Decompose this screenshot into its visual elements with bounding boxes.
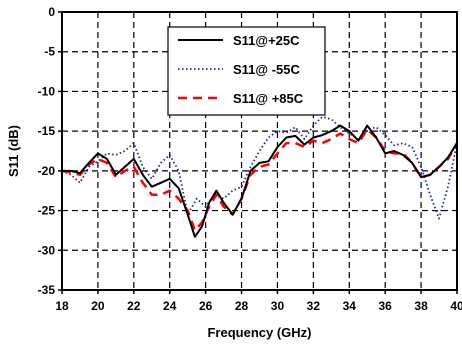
x-tick-label: 18 (55, 299, 69, 313)
series-line-2 (61, 115, 458, 220)
x-tick-label: 30 (271, 299, 285, 313)
y-tick-label: -5 (44, 45, 55, 59)
y-tick-label: -10 (38, 84, 56, 98)
grid (62, 12, 457, 290)
x-tick-label: 34 (343, 299, 357, 313)
y-tick-label: -35 (38, 283, 56, 297)
series-group (61, 115, 459, 238)
x-axis-label: Frequency (GHz) (207, 325, 311, 340)
x-tick-label: 20 (91, 299, 105, 313)
y-tick-label: -30 (38, 243, 56, 257)
plot-frame (61, 11, 458, 291)
x-tick-label: 24 (163, 299, 177, 313)
legend-box (167, 26, 326, 116)
series-line-1 (62, 124, 458, 238)
series-line-3 (61, 128, 459, 232)
x-tick-label: 40 (450, 299, 462, 313)
x-tick-label: 26 (199, 299, 213, 313)
y-tick-label: -25 (38, 204, 56, 218)
legend-label-3: S11@ +85C (233, 91, 304, 106)
legend: S11@+25C S11@ -55C S11@ +85C (167, 26, 326, 116)
y-ticks: 0 -5 -10 -15 -20 -25 -30 -35 (38, 5, 62, 297)
y-axis-label: S11 (dB) (6, 125, 21, 177)
y-tick-label: 0 (48, 5, 55, 19)
x-tick-label: 32 (307, 299, 321, 313)
x-ticks: 18 20 22 24 26 28 30 32 34 36 38 40 (55, 290, 462, 313)
x-tick-label: 22 (127, 299, 141, 313)
legend-label-2: S11@ -55C (233, 62, 300, 77)
y-tick-label: -20 (38, 164, 56, 178)
legend-label-1: S11@+25C (233, 33, 300, 48)
x-tick-label: 28 (235, 299, 249, 313)
x-tick-label: 38 (414, 299, 428, 313)
y-tick-label: -15 (38, 124, 56, 138)
x-tick-label: 36 (379, 299, 393, 313)
